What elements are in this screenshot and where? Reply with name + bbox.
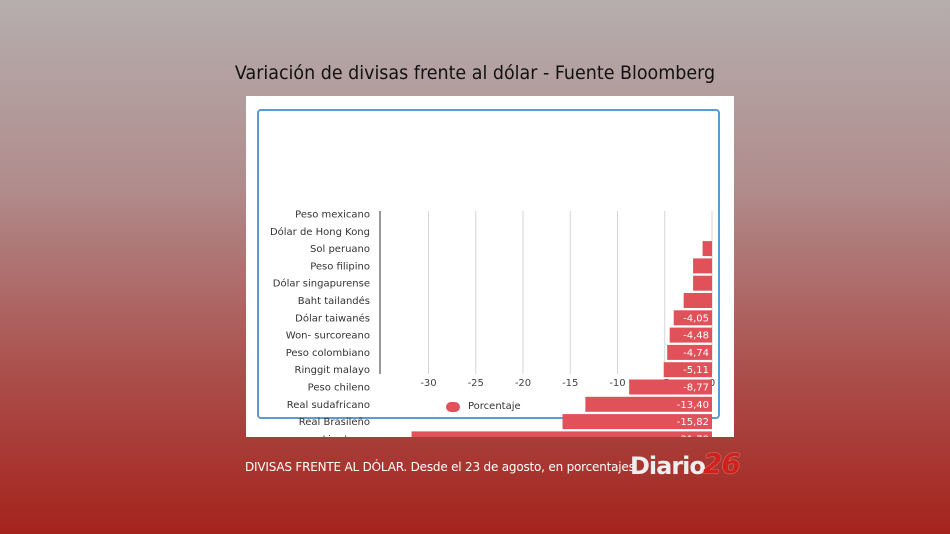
x-tick-label: -10 — [609, 378, 625, 389]
bar — [667, 344, 712, 360]
bar — [411, 431, 712, 437]
data-label: -31,79 — [677, 434, 709, 437]
category-label: Peso colombiano — [286, 348, 370, 359]
caption: DIVISAS FRENTE AL DÓLAR. Desde el 23 de … — [245, 460, 635, 474]
category-label: Sol peruano — [310, 244, 370, 255]
logo-number: 26 — [702, 447, 741, 480]
data-label: -8,77 — [683, 383, 709, 394]
diario26-logo: Diario 26 — [630, 446, 741, 480]
data-label: -15,82 — [677, 417, 709, 428]
data-label: -4,05 — [683, 313, 709, 324]
bar — [673, 310, 712, 326]
category-label: Real sudafricano — [287, 400, 370, 411]
legend-swatch — [446, 401, 460, 412]
category-label: Real Brasileño — [299, 417, 370, 428]
category-label: Dólar de Hong Kong — [270, 226, 370, 238]
data-label: -4,48 — [683, 331, 709, 342]
data-label: -5,11 — [683, 365, 709, 376]
x-tick-label: -20 — [515, 378, 531, 389]
bar — [669, 327, 712, 343]
chart-headline: Variación de divisas frente al dólar - F… — [234, 62, 716, 84]
data-label: -13,40 — [677, 400, 709, 411]
data-label: -4,74 — [683, 348, 709, 359]
bar — [683, 293, 712, 308]
bar — [693, 275, 712, 291]
category-label: Won- surcoreano — [286, 331, 370, 342]
logo-text: Diario — [630, 452, 706, 480]
legend-label: Porcentaje — [468, 401, 521, 412]
x-tick-label: -30 — [420, 378, 436, 389]
category-label: Peso chileno — [308, 383, 370, 394]
legend: Porcentaje — [446, 401, 521, 412]
bar — [702, 241, 712, 257]
category-label: Peso filipino — [310, 261, 370, 272]
chart-frame — [257, 109, 720, 419]
bar — [693, 258, 712, 274]
x-tick-label: -15 — [562, 378, 578, 389]
category-label: Baht tailandés — [298, 295, 370, 307]
bar — [585, 396, 712, 412]
category-label: Lira turca — [322, 434, 370, 437]
bar — [629, 379, 712, 395]
bar — [663, 362, 712, 378]
category-label: Dólar singapurense — [273, 278, 370, 290]
bar — [562, 414, 712, 430]
x-tick-label: -25 — [468, 378, 484, 389]
category-label: Ringgit malayo — [295, 365, 370, 376]
category-label: Peso mexicano — [295, 210, 370, 221]
category-label: Dólar taiwanés — [295, 312, 370, 324]
